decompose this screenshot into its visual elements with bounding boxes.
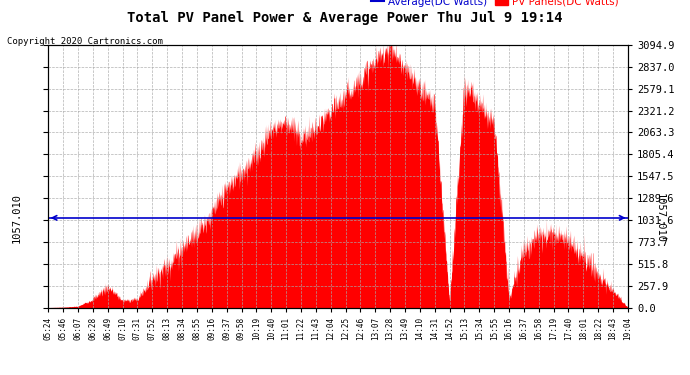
Legend: Average(DC Watts), PV Panels(DC Watts): Average(DC Watts), PV Panels(DC Watts) [367,0,622,11]
Text: 1057.010: 1057.010 [12,193,21,243]
Text: Total PV Panel Power & Average Power Thu Jul 9 19:14: Total PV Panel Power & Average Power Thu… [127,11,563,25]
Text: 1057.010: 1057.010 [655,193,664,243]
Text: Copyright 2020 Cartronics.com: Copyright 2020 Cartronics.com [7,38,163,46]
